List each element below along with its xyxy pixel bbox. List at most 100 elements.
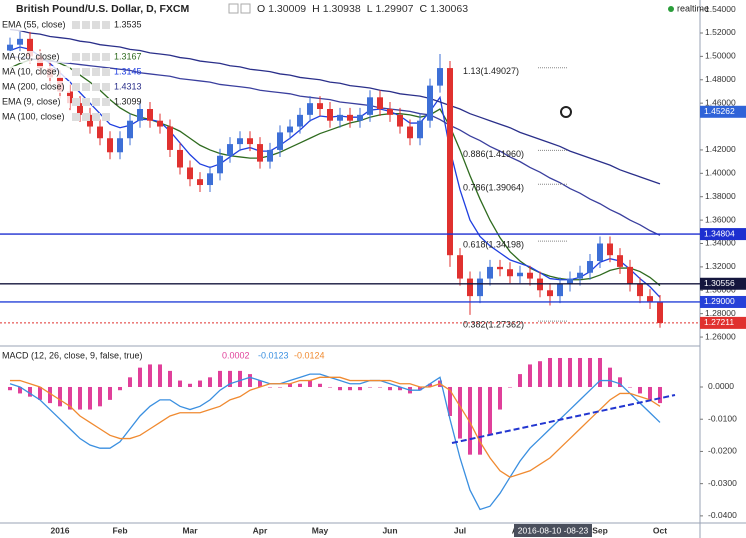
candle-body — [237, 138, 243, 145]
macd-histogram-bar — [458, 386, 462, 439]
candle-body — [327, 109, 333, 121]
legend-icon[interactable] — [82, 21, 90, 29]
y-tick-label: -0.0300 — [708, 478, 737, 488]
legend-icon[interactable] — [102, 113, 110, 121]
legend-icon[interactable] — [72, 83, 80, 91]
macd-histogram-bar — [8, 386, 12, 391]
legend-icon[interactable] — [102, 53, 110, 61]
y-tick-label: 1.52000 — [705, 27, 736, 37]
legend-icon[interactable] — [102, 21, 110, 29]
macd-histogram-bar — [328, 386, 332, 388]
y-tick-label: -0.0200 — [708, 446, 737, 456]
macd-histogram-bar — [298, 383, 302, 387]
macd-histogram-bar — [178, 380, 182, 387]
crosshair-box — [514, 524, 592, 537]
trend-line — [451, 394, 676, 444]
legend-icon[interactable] — [102, 83, 110, 91]
macd-histogram-bar — [28, 386, 32, 397]
legend-icon[interactable] — [92, 113, 100, 121]
status: realtime — [677, 3, 709, 13]
candle-body — [357, 114, 363, 121]
candle-body — [467, 278, 473, 297]
ma-line — [9, 58, 661, 287]
macd-histogram-bar — [618, 377, 622, 387]
legend-icon[interactable] — [92, 68, 100, 76]
legend-icon[interactable] — [72, 68, 80, 76]
macd-histogram-bar — [158, 364, 162, 387]
candle-body — [507, 269, 513, 277]
candle-body — [377, 97, 383, 110]
candle-body — [17, 38, 23, 45]
candle-body — [397, 114, 403, 127]
candle-body — [297, 114, 303, 127]
price-level-label: 1.34804 — [704, 228, 735, 238]
legend-icon[interactable] — [102, 68, 110, 76]
ohlc-key: C — [420, 3, 428, 15]
y-tick-label: 1.36000 — [705, 214, 736, 224]
candle-body — [127, 120, 133, 139]
macd-histogram-bar — [598, 357, 602, 387]
macd-histogram-bar — [418, 386, 422, 391]
toolbar-icon[interactable] — [228, 3, 239, 14]
legend-icon[interactable] — [72, 53, 80, 61]
price-level-box — [700, 277, 746, 290]
macd-legend-value: -0.0124 — [294, 350, 325, 360]
macd-histogram-bar — [238, 370, 242, 387]
legend-icon[interactable] — [82, 113, 90, 121]
legend-value: 1.4313 — [114, 81, 142, 91]
candle-body — [617, 255, 623, 267]
macd-line — [9, 373, 661, 511]
candle-body — [477, 278, 483, 297]
price-level-label: 1.45262 — [704, 106, 735, 116]
legend-bg — [0, 66, 70, 78]
legend-icon[interactable] — [72, 21, 80, 29]
legend-bg — [0, 111, 70, 123]
legend-icon[interactable] — [82, 53, 90, 61]
legend-icon[interactable] — [102, 98, 110, 106]
candle-body — [457, 255, 463, 279]
macd-histogram-bar — [188, 383, 192, 387]
macd-line — [10, 376, 661, 478]
candle-body — [107, 138, 113, 153]
x-tick-label: Jun — [382, 525, 397, 535]
legend-icon[interactable] — [72, 98, 80, 106]
macd-histogram-bar — [68, 386, 72, 410]
y-tick-label: -0.0400 — [708, 510, 737, 520]
ma-line — [9, 46, 661, 298]
x-tick-label: 2016 — [51, 525, 70, 535]
legend-icon[interactable] — [82, 68, 90, 76]
legend-icon[interactable] — [82, 83, 90, 91]
macd-histogram-bar — [88, 386, 92, 410]
x-tick-label: Feb — [112, 525, 127, 535]
macd-histogram-bar — [628, 386, 632, 388]
candle-body — [227, 144, 233, 156]
macd-histogram-bar — [218, 370, 222, 387]
x-tick-label: Mar — [182, 525, 198, 535]
macd-histogram-bar — [588, 357, 592, 387]
candle-body — [597, 243, 603, 262]
candle-body — [27, 38, 33, 57]
macd-histogram-bar — [578, 357, 582, 387]
legend-icon[interactable] — [92, 98, 100, 106]
legend-icon[interactable] — [82, 98, 90, 106]
legend-icon[interactable] — [92, 53, 100, 61]
macd-histogram-bar — [318, 383, 322, 387]
legend-icon[interactable] — [72, 113, 80, 121]
ohlc-value: 1.29907 — [376, 3, 414, 15]
legend-icon[interactable] — [92, 21, 100, 29]
y-tick-label: 1.34000 — [705, 238, 736, 248]
macd-histogram-bar — [58, 386, 62, 407]
legend-icon[interactable] — [92, 83, 100, 91]
ohlc-key: L — [367, 3, 373, 15]
macd-histogram-bar — [228, 370, 232, 387]
macd-histogram-bar — [118, 386, 122, 391]
macd-histogram-bar — [148, 364, 152, 387]
toolbar-icon[interactable] — [240, 3, 251, 14]
status-dot — [668, 6, 674, 12]
y-tick-label: 1.26000 — [705, 331, 736, 341]
y-tick-label: 1.32000 — [705, 261, 736, 271]
candle-body — [567, 278, 573, 285]
macd-legend-value: -0.0123 — [258, 350, 289, 360]
